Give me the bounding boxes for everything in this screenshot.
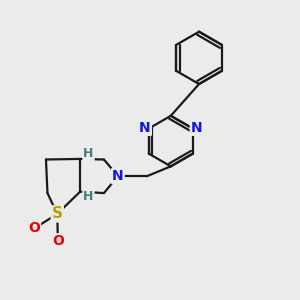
Text: N: N xyxy=(139,121,151,135)
Text: O: O xyxy=(52,234,64,248)
Text: S: S xyxy=(52,206,63,221)
Text: O: O xyxy=(28,221,40,235)
Text: H: H xyxy=(83,147,94,160)
Text: N: N xyxy=(112,169,124,183)
Text: N: N xyxy=(191,121,203,135)
Text: H: H xyxy=(83,190,94,203)
